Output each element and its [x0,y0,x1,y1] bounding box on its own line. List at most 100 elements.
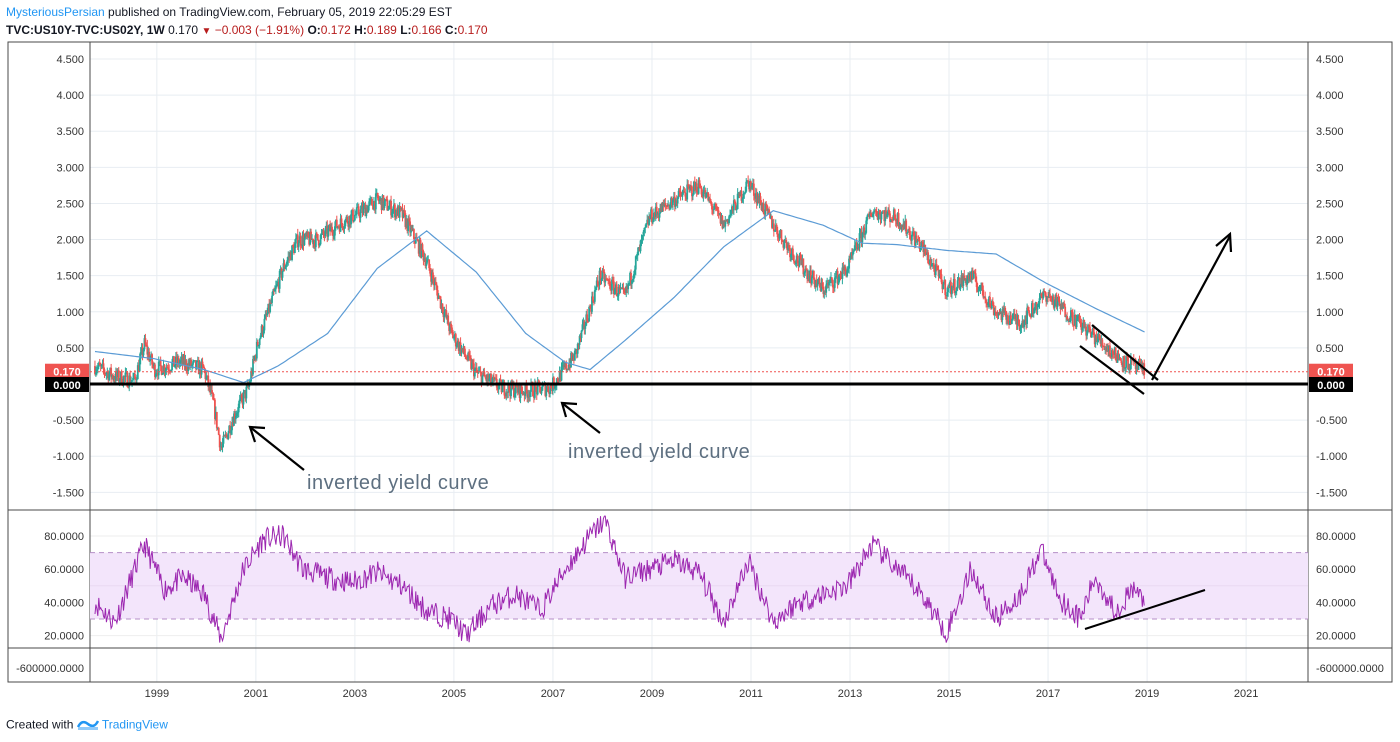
candle-body [407,219,410,231]
candle-body [518,383,521,398]
candle-body [122,376,125,385]
candle-body [316,234,319,241]
candle-body [290,252,292,260]
candle-body [914,235,917,246]
candle-body [815,280,818,287]
candle-body [603,271,606,283]
moving-average-line [94,210,1145,384]
candle-body [509,390,511,397]
candle-body [656,213,659,215]
candle-body [434,281,437,285]
candle-body [364,204,367,217]
candle-body [545,390,548,396]
candle-body [280,268,283,278]
candle-body [196,360,199,362]
candle-body [990,301,993,309]
candle-body [966,279,969,285]
candle-body [647,219,650,225]
candle-body [912,232,915,236]
candle-body [839,274,842,277]
tradingview-link[interactable]: TradingView [101,717,168,732]
candle-body [567,368,570,370]
candle-body [1015,315,1018,325]
rsi-tick-label: 80.0000 [44,531,84,543]
candle-body [857,247,860,249]
candle-body [332,232,334,236]
candle-body [730,210,732,215]
candle-body [840,276,843,279]
candle-body [763,212,766,215]
candle-body [1122,356,1125,367]
candle-body [429,268,432,274]
open-label: O: [307,23,321,37]
candle-body [727,219,730,223]
candle-body [240,395,243,398]
candle-body [1057,298,1060,301]
candle-body [555,378,558,386]
candle-body [978,288,981,290]
candle-body [414,237,417,244]
candle-body [677,190,680,198]
author-link[interactable]: MysteriousPersian [6,5,105,19]
candle-body [497,384,500,390]
candle-body [904,220,907,230]
candle-body [1026,307,1029,325]
candle-body [333,235,335,237]
candle-body [292,245,294,247]
high-label: H: [354,23,367,37]
candle-body [114,371,117,382]
candle-body [760,203,763,211]
candle-body [386,199,389,211]
candle-body [728,216,730,223]
candle-body [367,205,370,213]
candle-body [1003,307,1006,313]
candle-body [660,204,663,212]
candle-body [984,296,987,300]
candle-body [1024,315,1027,322]
candle-body [846,270,849,277]
candle-body [1134,359,1137,370]
candle-body [159,360,162,367]
candle-body [476,372,479,374]
candle-body [569,363,571,368]
candle-body [587,321,590,323]
candle-body [767,209,770,211]
pointer-arrow-2 [561,402,601,434]
candle-body [709,198,711,202]
price-pane [94,175,1146,453]
candle-body [1018,324,1021,330]
candle-body [775,225,778,231]
candle-body [396,206,399,216]
candle-body [1044,291,1047,296]
candle-body [1087,324,1089,331]
candle-body [1125,356,1128,368]
candle-body [961,275,964,286]
candle-body [747,180,750,182]
candle-body [303,237,306,246]
candle-body [1075,318,1078,328]
candle-body [220,446,223,448]
close-label: C: [444,23,458,37]
candle-body [1098,334,1101,340]
rsi-tick-label: -600000.0000 [1316,663,1384,675]
candle-body [830,277,832,281]
candle-body [433,281,436,286]
candle-body [208,384,211,388]
candle-body [409,221,412,233]
candle-body [810,270,812,284]
candle-body [324,228,327,237]
candle-body [212,392,214,400]
y-tick-label: -1.500 [1316,487,1347,499]
candle-body [237,403,240,413]
candle-body [965,278,968,285]
candle-body [795,255,798,263]
candle-body [373,200,376,210]
candle-body [459,342,462,354]
candle-body [771,215,773,228]
candle-body [851,252,853,256]
candle-body [1014,315,1017,320]
candle-body [672,200,674,206]
candle-body [680,195,683,197]
candle-body [908,229,910,231]
